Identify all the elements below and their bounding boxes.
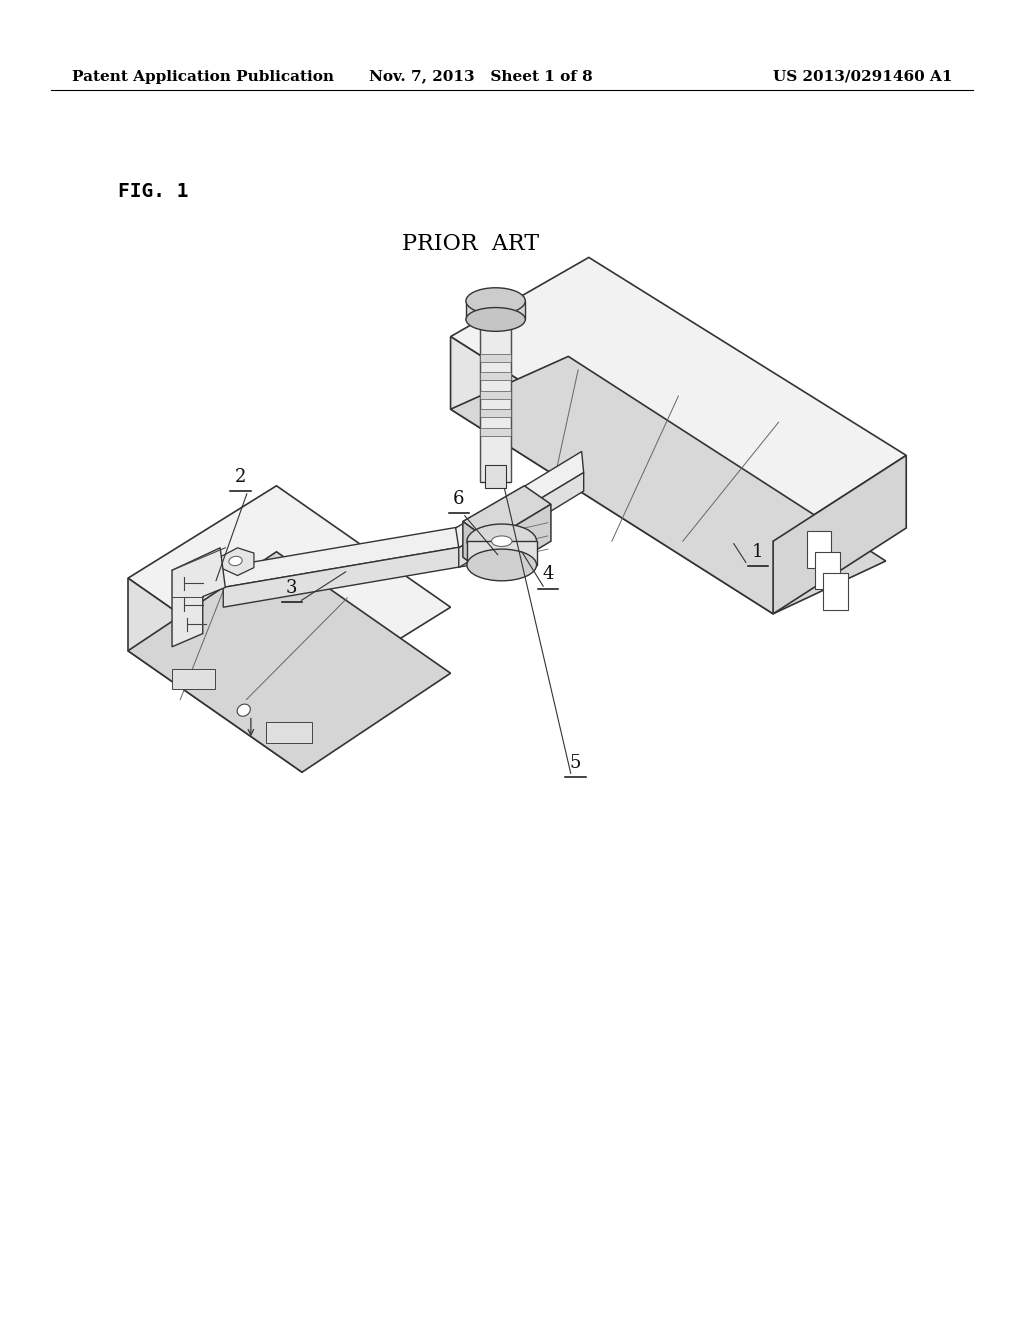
Text: Patent Application Publication: Patent Application Publication [72, 70, 334, 83]
Polygon shape [815, 552, 840, 589]
Polygon shape [463, 486, 551, 541]
Polygon shape [489, 504, 551, 578]
Ellipse shape [229, 556, 242, 566]
Text: 4: 4 [542, 565, 554, 583]
Polygon shape [480, 409, 511, 417]
Polygon shape [807, 531, 831, 568]
Polygon shape [172, 669, 215, 689]
Text: PRIOR  ART: PRIOR ART [402, 234, 540, 255]
Polygon shape [456, 451, 584, 548]
Polygon shape [220, 548, 254, 576]
Ellipse shape [467, 549, 537, 581]
Polygon shape [480, 391, 511, 399]
Polygon shape [463, 521, 489, 578]
Ellipse shape [480, 313, 511, 326]
Polygon shape [220, 521, 495, 587]
Polygon shape [128, 552, 451, 772]
Polygon shape [451, 257, 906, 541]
Polygon shape [459, 473, 584, 568]
Polygon shape [823, 573, 848, 610]
Polygon shape [480, 372, 511, 380]
Text: US 2013/0291460 A1: US 2013/0291460 A1 [773, 70, 952, 83]
Polygon shape [773, 455, 906, 614]
Ellipse shape [466, 308, 525, 331]
Text: 6: 6 [453, 490, 465, 508]
Text: FIG. 1: FIG. 1 [118, 182, 188, 201]
Text: 2: 2 [234, 467, 247, 486]
Polygon shape [128, 486, 451, 700]
Polygon shape [451, 356, 886, 614]
Polygon shape [485, 465, 506, 488]
Polygon shape [480, 428, 511, 436]
Polygon shape [172, 548, 225, 647]
Ellipse shape [238, 704, 250, 717]
Polygon shape [223, 541, 495, 607]
Ellipse shape [492, 536, 512, 546]
Polygon shape [128, 578, 302, 772]
Polygon shape [480, 354, 511, 362]
Polygon shape [266, 722, 312, 743]
Text: Nov. 7, 2013   Sheet 1 of 8: Nov. 7, 2013 Sheet 1 of 8 [370, 70, 593, 83]
Polygon shape [466, 301, 525, 319]
Text: 3: 3 [286, 578, 298, 597]
Ellipse shape [467, 524, 537, 558]
Text: 1: 1 [752, 543, 764, 561]
Polygon shape [480, 319, 511, 482]
Text: 5: 5 [569, 754, 582, 772]
Ellipse shape [466, 288, 525, 314]
Polygon shape [467, 541, 537, 565]
Polygon shape [451, 337, 773, 614]
